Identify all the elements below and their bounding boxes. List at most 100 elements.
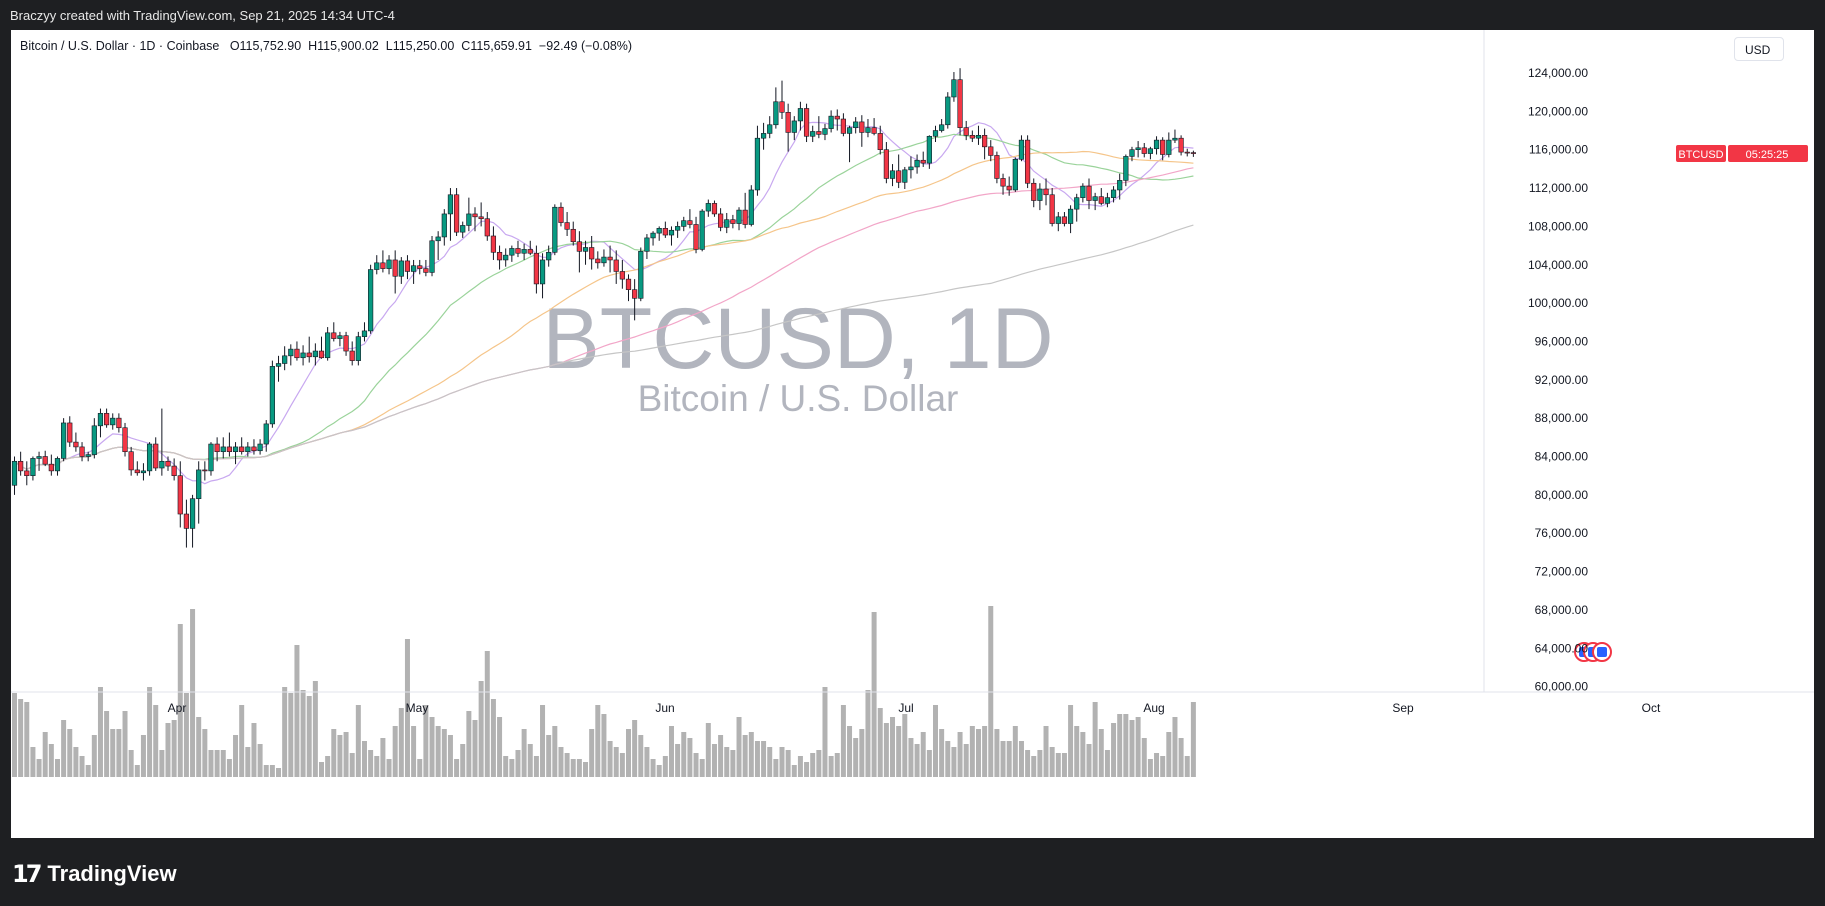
legend-symbol[interactable]: Bitcoin / U.S. Dollar · 1D · Coinbase bbox=[20, 39, 220, 53]
candle-body bbox=[67, 422, 73, 443]
candle-body bbox=[398, 260, 404, 277]
volume-bar bbox=[546, 735, 552, 777]
candle-body bbox=[312, 350, 318, 358]
candle-body bbox=[1049, 194, 1055, 224]
candle-body bbox=[576, 241, 582, 252]
volume-bar bbox=[926, 750, 932, 777]
price-tick-label: 76,000.00 bbox=[1535, 526, 1589, 540]
candle-body bbox=[853, 121, 859, 128]
volume-bar bbox=[865, 690, 871, 777]
volume-bar bbox=[810, 753, 816, 777]
volume-bar bbox=[1111, 723, 1117, 777]
candle-body bbox=[662, 228, 668, 236]
candle-body bbox=[975, 135, 982, 139]
candle-body bbox=[134, 469, 140, 474]
volume-bar bbox=[816, 750, 822, 777]
ohlc-legend: Bitcoin / U.S. Dollar · 1D · Coinbase O1… bbox=[20, 39, 632, 53]
currency-button[interactable]: USD bbox=[1734, 37, 1784, 61]
price-tick-label: 120,000.00 bbox=[1528, 104, 1588, 118]
candle-body bbox=[803, 108, 810, 137]
candle-body bbox=[625, 278, 632, 290]
volume-bar bbox=[165, 723, 171, 777]
volume-bar bbox=[730, 750, 736, 777]
volume-bar bbox=[509, 759, 515, 777]
candle-body bbox=[527, 249, 533, 254]
candle-body bbox=[515, 248, 521, 254]
footer-brand[interactable]: 17 TradingView bbox=[12, 858, 177, 890]
volume-bar bbox=[613, 747, 619, 777]
volume-bar bbox=[994, 729, 1000, 777]
legend-close: C115,659.91 bbox=[461, 39, 532, 53]
time-axis[interactable]: Apr May Jun Jul Aug Sep Oct bbox=[11, 691, 1814, 715]
volume-bar bbox=[540, 705, 546, 777]
volume-bar bbox=[650, 759, 656, 777]
candle-body bbox=[546, 251, 552, 261]
volume-bar bbox=[294, 645, 300, 777]
volume-bar bbox=[392, 726, 398, 777]
candle-body bbox=[263, 423, 269, 445]
candle-body bbox=[785, 112, 791, 133]
volume-bar bbox=[853, 738, 859, 777]
volume-bar bbox=[435, 726, 441, 777]
volume-bar bbox=[61, 720, 67, 777]
candle-body bbox=[208, 443, 214, 472]
candle-body bbox=[447, 194, 454, 215]
us-flag-icon bbox=[1597, 647, 1607, 657]
candle-body bbox=[926, 135, 932, 164]
candle-body bbox=[318, 350, 325, 359]
candle-body bbox=[1018, 139, 1025, 160]
volume-bar bbox=[914, 744, 920, 777]
candlesticks[interactable] bbox=[11, 68, 1196, 548]
volume-bar bbox=[705, 723, 711, 777]
time-tick-label: Jun bbox=[655, 701, 674, 715]
candle-body bbox=[183, 513, 190, 529]
price-axis[interactable]: 124,000.00 120,000.00 116,000.00 112,000.00… bbox=[1483, 30, 1589, 694]
candle-body bbox=[251, 446, 257, 452]
volume-bar bbox=[840, 705, 846, 777]
volume-bar bbox=[527, 744, 533, 777]
candle-body bbox=[896, 170, 902, 183]
candle-body bbox=[300, 352, 306, 359]
volume-bar bbox=[1178, 738, 1184, 777]
price-tag-symbol-bg bbox=[1676, 145, 1726, 162]
volume-bar bbox=[91, 735, 97, 777]
candle-body bbox=[828, 115, 834, 129]
candle-body bbox=[632, 289, 638, 299]
time-tick-label: Oct bbox=[1642, 701, 1661, 715]
volume-bar bbox=[263, 765, 269, 777]
candle-body bbox=[189, 498, 196, 529]
candle-body bbox=[914, 159, 920, 168]
volume-bar bbox=[85, 765, 91, 777]
chart-canvas[interactable]: BTCUSD, 1D Bitcoin / U.S. Dollar 124,000… bbox=[11, 30, 1814, 838]
volume-bars bbox=[12, 606, 1196, 777]
candle-body bbox=[1061, 216, 1068, 224]
candle-body bbox=[1031, 182, 1037, 201]
volume-bar bbox=[177, 624, 183, 777]
event-flags[interactable] bbox=[1574, 642, 1612, 662]
volume-bar bbox=[1123, 714, 1129, 777]
volume-bar bbox=[1166, 732, 1172, 777]
candle-body bbox=[435, 236, 441, 242]
volume-bar bbox=[583, 762, 589, 777]
candle-body bbox=[85, 454, 91, 457]
volume-bar bbox=[1190, 702, 1196, 777]
candle-body bbox=[1055, 216, 1061, 224]
time-tick-label: Aug bbox=[1143, 701, 1164, 715]
candle-body bbox=[380, 262, 386, 269]
volume-bar bbox=[521, 729, 527, 777]
volume-bar bbox=[589, 729, 595, 777]
candle-body bbox=[1123, 156, 1129, 181]
candle-body bbox=[282, 355, 288, 364]
chart-pane[interactable]: BTCUSD, 1D Bitcoin / U.S. Dollar 124,000… bbox=[11, 30, 1814, 838]
volume-bar bbox=[140, 735, 146, 777]
volume-bar bbox=[220, 750, 226, 777]
volume-bar bbox=[632, 720, 638, 777]
candle-body bbox=[153, 443, 159, 469]
volume-bar bbox=[116, 729, 122, 777]
candle-body bbox=[1067, 208, 1074, 224]
header-credit: Braczyy created with TradingView.com, Se… bbox=[10, 8, 395, 23]
volume-bar bbox=[1160, 756, 1166, 777]
volume-bar bbox=[1117, 714, 1123, 777]
candle-body bbox=[140, 470, 147, 474]
candle-body bbox=[232, 446, 239, 453]
